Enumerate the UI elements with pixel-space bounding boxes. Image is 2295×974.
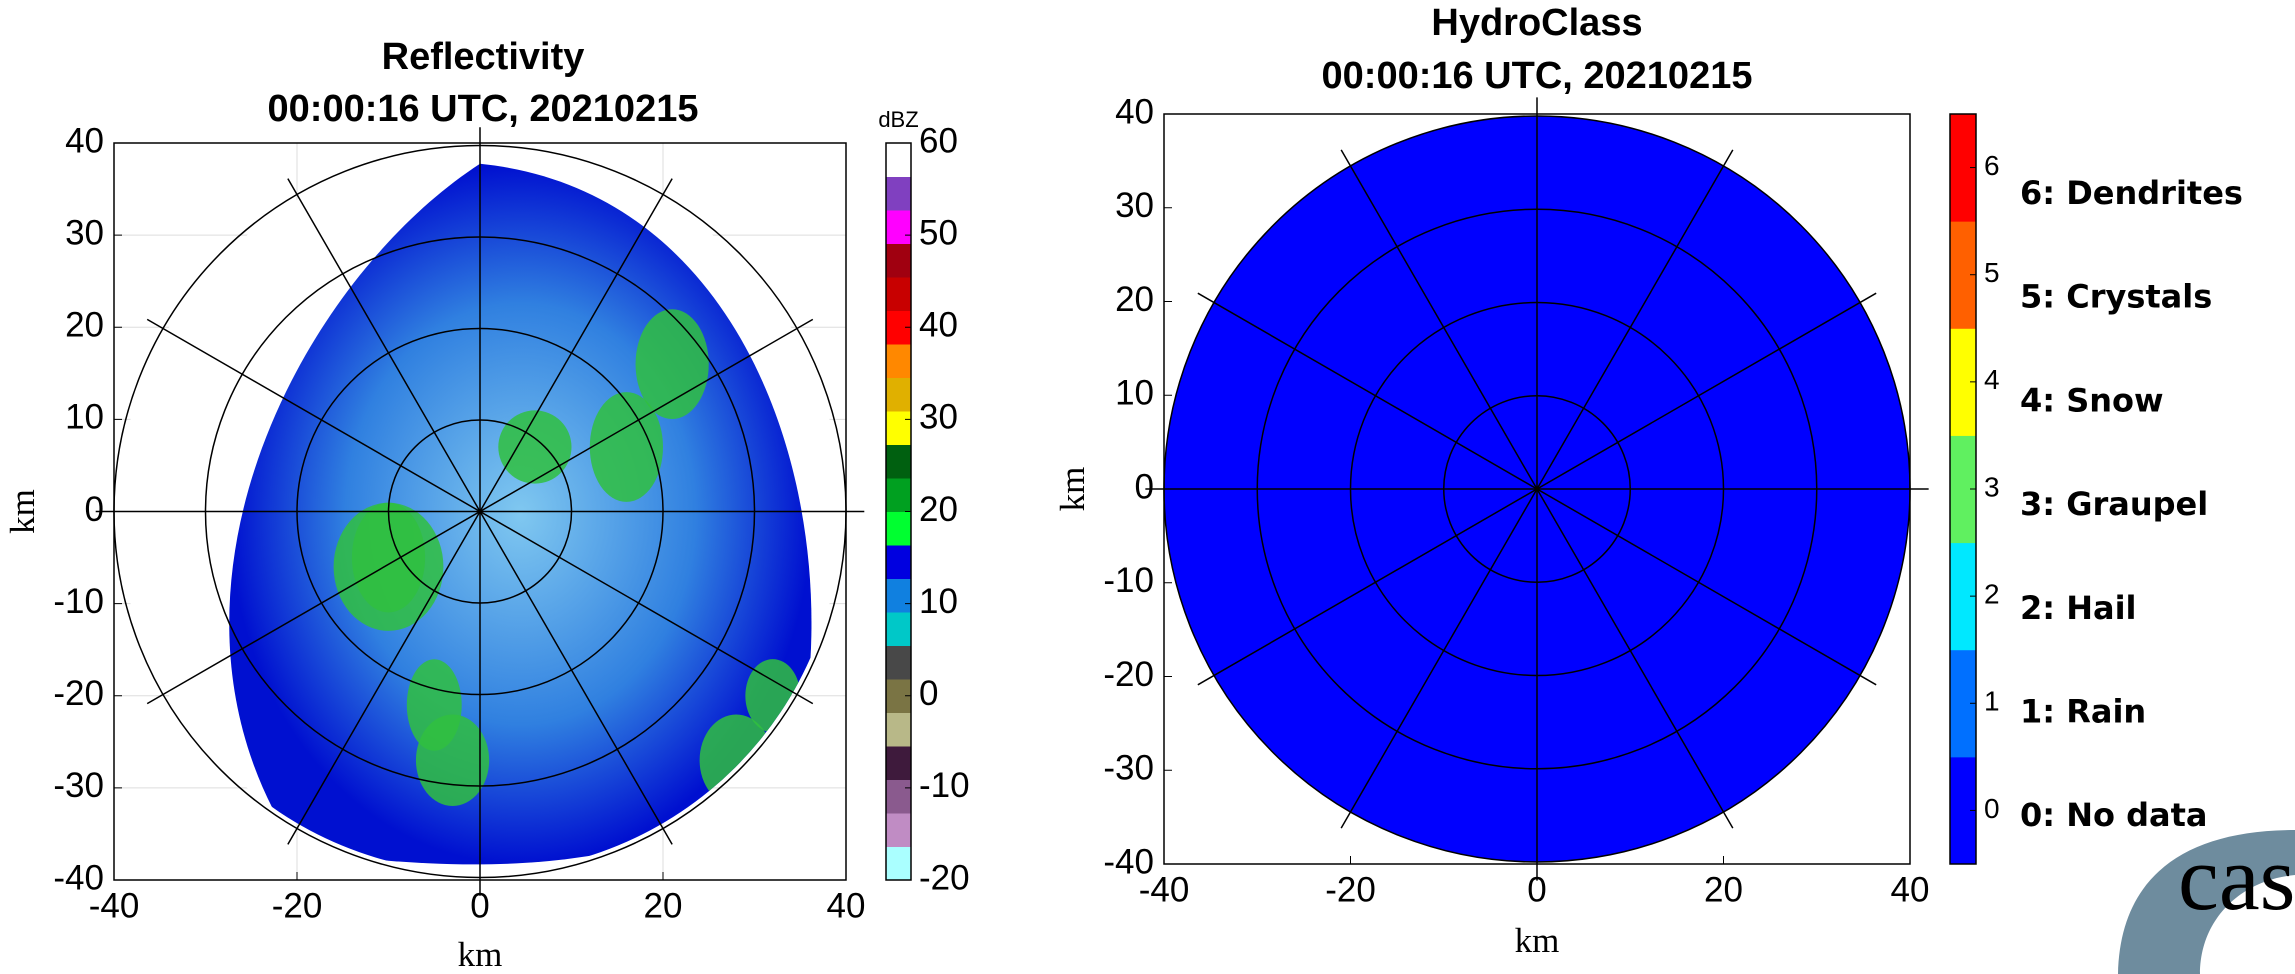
x-tick-label: -20 — [1325, 870, 1376, 909]
colorbar-segment — [886, 378, 911, 412]
x-tick-label: 0 — [470, 886, 489, 925]
colorbar-segment — [886, 545, 911, 579]
y-tick-label: 30 — [1115, 186, 1154, 225]
colorbar-tick-label: -20 — [919, 858, 970, 897]
x-tick-label: 0 — [1527, 870, 1546, 909]
class-label: 3: Graupel — [2020, 485, 2208, 523]
colorbar-tick-label: 1 — [1984, 686, 2000, 717]
colorbar-tick-label: -10 — [919, 766, 970, 805]
colorbar-tick-label: 10 — [919, 582, 958, 621]
colorbar-segment — [886, 143, 911, 177]
colorbar-segment — [886, 344, 911, 378]
y-axis-label: km — [1053, 467, 1092, 512]
class-label: 0: No data — [2020, 796, 2208, 834]
colorbar-tick-label: 3 — [1984, 471, 2000, 502]
chart-subtitle: 00:00:16 UTC, 20210215 — [1322, 55, 1753, 97]
colorbar-tick-label: 2 — [1984, 579, 2000, 610]
x-tick-label: 40 — [827, 886, 866, 925]
colorbar-segment — [886, 411, 911, 445]
colorbar-segment — [886, 813, 911, 847]
class-label: 5: Crystals — [2020, 278, 2212, 316]
colorbar-segment — [886, 177, 911, 211]
plot-area — [1145, 97, 1928, 880]
x-axis-label: km — [458, 935, 503, 974]
y-tick-label: -10 — [1103, 561, 1154, 600]
echo-blob — [498, 410, 571, 483]
y-tick-label: -10 — [53, 582, 104, 621]
colorbar-segment — [886, 847, 911, 881]
colorbar-tick-label: 30 — [919, 398, 958, 437]
colorbar-segment — [886, 512, 911, 546]
echo-blob — [416, 714, 489, 806]
colorbar-segment — [886, 579, 911, 613]
y-tick-label: 40 — [65, 121, 104, 160]
class-label: 6: Dendrites — [2020, 174, 2243, 212]
colorbar-tick-label: 60 — [919, 121, 958, 160]
y-tick-label: 10 — [1115, 374, 1154, 413]
logo-text: cas — [2178, 827, 2295, 929]
y-tick-label: 10 — [65, 398, 104, 437]
colorbar-tick-label: 40 — [919, 306, 958, 345]
colorbar-tick-label: 4 — [1984, 364, 2000, 395]
class-label: 4: Snow — [2020, 381, 2164, 419]
y-tick-label: -20 — [1103, 655, 1154, 694]
figure: cas Reflectivity 00:00:16 UTC, 20210215 -4… — [0, 0, 2295, 974]
colorbar-segment — [886, 478, 911, 512]
colorbar-tick-label: 0 — [919, 674, 938, 713]
y-tick-label: 30 — [65, 213, 104, 252]
colorbar-tick-label: 5 — [1984, 257, 2000, 288]
colorbar-segment — [886, 277, 911, 311]
colorbar-tick-label: 50 — [919, 213, 958, 252]
colorbar-label: dBZ — [878, 107, 918, 132]
colorbar-tick-label: 6 — [1984, 150, 2000, 181]
class-label: 1: Rain — [2020, 693, 2146, 731]
colorbar-segment — [886, 713, 911, 747]
class-label: 2: Hail — [2020, 589, 2137, 627]
colorbar-segment — [886, 445, 911, 479]
colorbar-segment — [886, 612, 911, 646]
plot-area — [96, 127, 865, 896]
colorbar-segment — [886, 746, 911, 780]
colorbar-tick-label: 0 — [1984, 793, 2000, 824]
y-tick-label: 0 — [85, 490, 104, 529]
y-tick-label: -40 — [53, 858, 104, 897]
chart-title: HydroClass — [1431, 2, 1642, 44]
colorbar-tick-label: 20 — [919, 490, 958, 529]
y-tick-label: -40 — [1103, 842, 1154, 881]
y-axis-label: km — [3, 489, 42, 534]
colorbar-segment — [886, 646, 911, 680]
x-axis-label: km — [1515, 921, 1560, 960]
y-tick-label: 20 — [65, 306, 104, 345]
y-tick-label: -30 — [53, 766, 104, 805]
chart-title: Reflectivity — [382, 36, 585, 78]
x-tick-label: 20 — [644, 886, 683, 925]
y-tick-label: 40 — [1115, 92, 1154, 131]
x-tick-label: 20 — [1704, 870, 1743, 909]
y-tick-label: -20 — [53, 674, 104, 713]
y-tick-label: -30 — [1103, 749, 1154, 788]
x-tick-label: 40 — [1891, 870, 1930, 909]
chart-subtitle: 00:00:16 UTC, 20210215 — [268, 88, 699, 130]
y-tick-label: 20 — [1115, 280, 1154, 319]
y-tick-label: 0 — [1135, 467, 1154, 506]
colorbar-segment — [886, 244, 911, 278]
colorbar-segment — [886, 210, 911, 244]
colorbar-segment — [886, 780, 911, 814]
x-tick-label: -20 — [272, 886, 323, 925]
echo-blob — [636, 309, 709, 419]
